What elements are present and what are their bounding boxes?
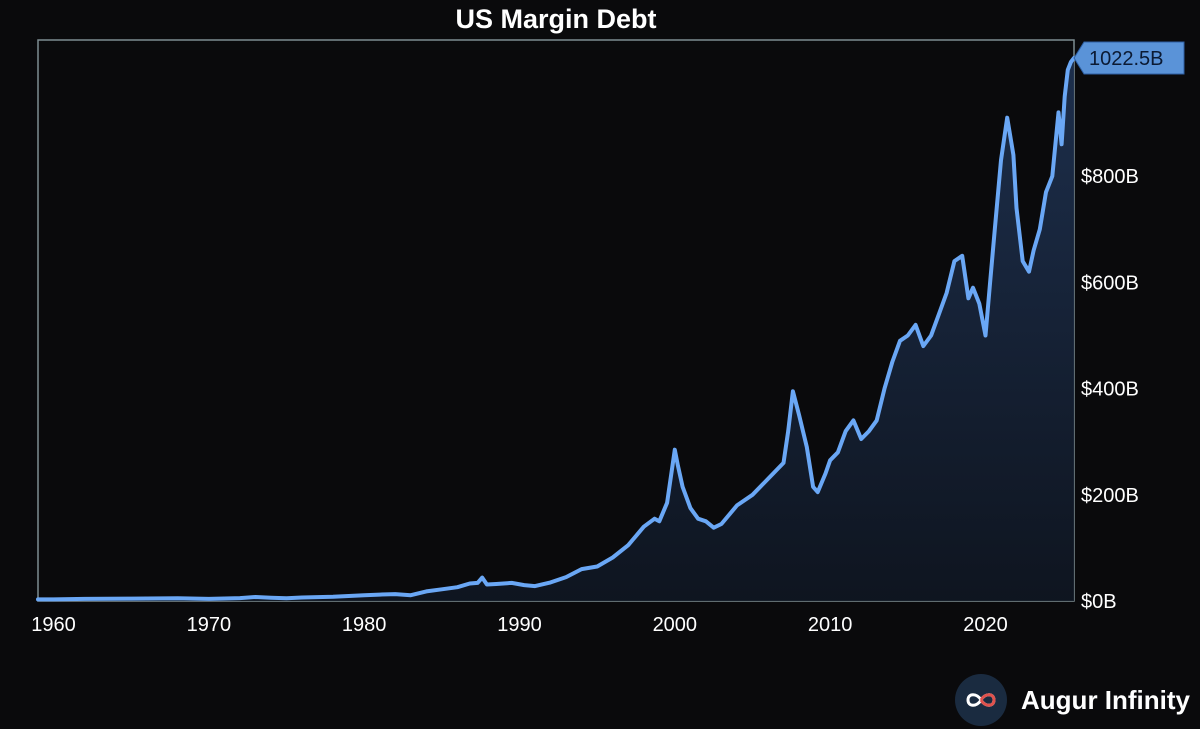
y-tick-label: $400B xyxy=(1081,379,1139,401)
last-value-label: 1022.5B xyxy=(1089,48,1164,70)
series-line xyxy=(36,56,1076,602)
x-tick-label: 1960 xyxy=(31,614,76,636)
last-value-callout: 1022.5B xyxy=(1073,41,1185,75)
y-axis: $0B $200B $400B $600B $800B xyxy=(1081,166,1139,613)
x-tick-label: 2020 xyxy=(963,614,1008,636)
y-tick-label: $200B xyxy=(1081,485,1139,507)
x-tick-label: 1980 xyxy=(342,614,387,636)
brand-name: Augur Infinity xyxy=(1021,684,1190,715)
x-tick-label: 2000 xyxy=(653,614,698,636)
last-value-badge xyxy=(1073,41,1185,75)
chart-title: US Margin Debt xyxy=(455,4,657,34)
series-area-fill xyxy=(38,58,1074,601)
infinity-icon xyxy=(955,674,1008,726)
y-tick-label: $0B xyxy=(1081,591,1117,613)
x-axis: 1960 1970 1980 1990 2000 2010 2020 xyxy=(31,614,1007,636)
x-tick-label: 1970 xyxy=(187,614,232,636)
y-tick-label: $600B xyxy=(1081,272,1139,294)
x-tick-label: 1990 xyxy=(497,614,542,636)
x-tick-label: 2010 xyxy=(808,614,853,636)
y-tick-label: $800B xyxy=(1081,166,1139,188)
brand: Augur Infinity xyxy=(955,672,1190,728)
